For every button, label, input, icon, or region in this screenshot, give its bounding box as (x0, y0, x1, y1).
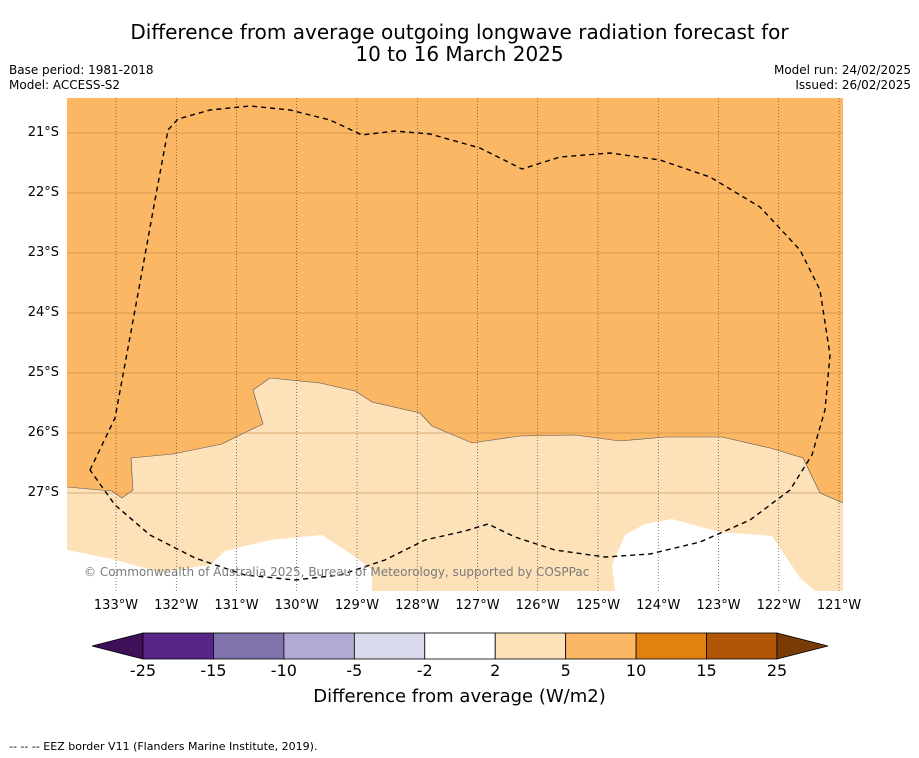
latitude-label: 21°S (27, 125, 59, 140)
eez-border (89, 105, 831, 581)
longitude-label: 129°W (334, 598, 380, 613)
colorbar-tick-label: -2 (416, 661, 433, 680)
latitude-label: 26°S (27, 425, 59, 440)
colorbar-tick-label: -15 (200, 661, 227, 680)
longitude-label: 133°W (93, 598, 139, 613)
colorbar-segments (142, 632, 778, 660)
colorbar-extend-min (91, 632, 144, 660)
map-title-line1: Difference from average outgoing longwav… (130, 20, 789, 44)
footnote-text: -- -- -- EEZ border V11 (Flanders Marine… (9, 740, 318, 753)
colorbar-segment (635, 632, 707, 660)
latitude-label: 27°S (27, 485, 59, 500)
colorbar-segment (424, 632, 496, 660)
colorbar-segment (283, 632, 355, 660)
longitude-label: 132°W (154, 598, 199, 613)
colorbar-segment (142, 632, 214, 660)
colorbar-tick-label: -5 (346, 661, 363, 680)
colorbar-tick-label: 10 (625, 661, 647, 680)
base-period-text: Base period: 1981-2018 (9, 63, 154, 77)
colorbar-tick-label: -25 (129, 661, 157, 680)
longitude-label: 130°W (274, 598, 319, 613)
issued-text: Issued: 26/02/2025 (795, 78, 911, 92)
colorbar-segment (565, 632, 637, 660)
fill-neutral (67, 535, 372, 591)
longitude-label: 131°W (214, 598, 259, 613)
colorbar-tick-label: 15 (696, 661, 717, 680)
latitude-gridlines (67, 132, 843, 494)
colorbar-segment (213, 632, 285, 660)
colorbar-tick-label: 25 (766, 661, 788, 680)
colorbar-segment (494, 632, 567, 660)
model-run-text: Model run: 24/02/2025 (773, 63, 911, 77)
contour-line (67, 377, 843, 504)
copyright-text: © Commonwealth of Australia 2025, Bureau… (84, 565, 590, 579)
model-text: Model: ACCESS-S2 (9, 78, 121, 92)
colorbar-tick-label: -10 (270, 661, 297, 680)
longitude-label: 126°W (515, 598, 560, 613)
longitude-gridlines (115, 98, 840, 591)
latitude-label: 25°S (27, 365, 59, 380)
latitude-label: 24°S (27, 305, 59, 320)
colorbar-segment (706, 632, 778, 660)
longitude-label: 125°W (575, 598, 621, 613)
longitude-label: 127°W (455, 598, 500, 613)
latitude-label: 22°S (27, 185, 59, 200)
colorbar-tick-label: 2 (490, 661, 501, 680)
map-area (67, 98, 843, 591)
colorbar-tick-label: 5 (560, 661, 571, 680)
colorbar-extend-max (776, 632, 829, 660)
longitude-label: 128°W (395, 598, 440, 613)
latitude-label: 23°S (27, 245, 59, 260)
longitude-label: 121°W (816, 598, 862, 613)
map-title-line2: 10 to 16 March 2025 (355, 42, 564, 66)
colorbar-segment (353, 632, 426, 660)
colorbar (91, 632, 829, 660)
longitude-label: 123°W (696, 598, 741, 613)
fill-neutral-east (612, 519, 815, 591)
longitude-label: 122°W (756, 598, 801, 613)
colorbar-title: Difference from average (W/m2) (313, 686, 606, 707)
longitude-label: 124°W (636, 598, 681, 613)
